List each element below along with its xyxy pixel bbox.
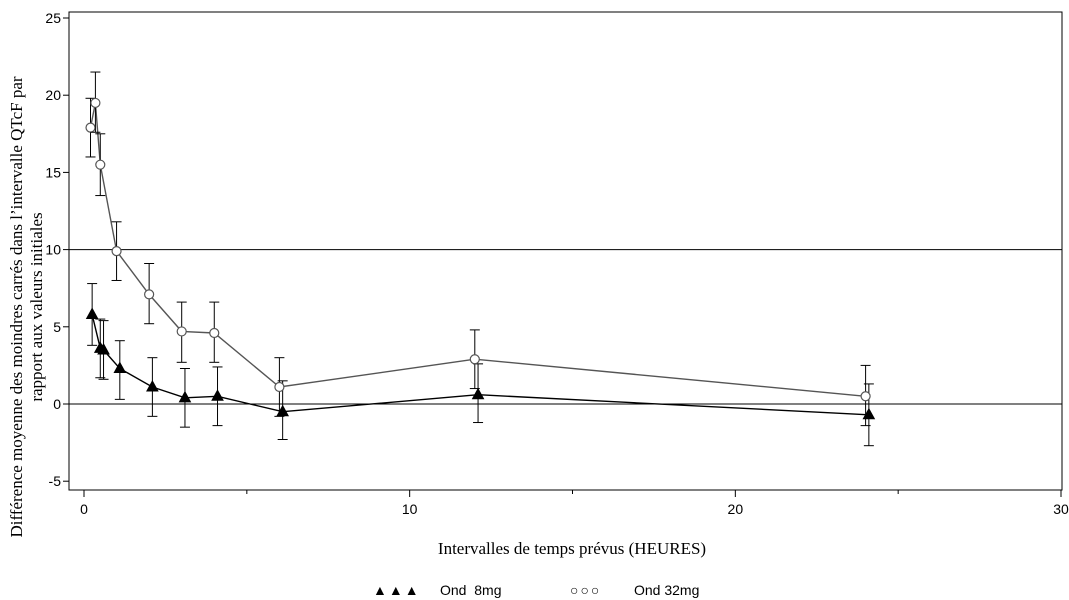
x-tick-label: 20 — [728, 501, 744, 517]
data-point — [90, 97, 101, 109]
x-tick-label: 30 — [1053, 501, 1069, 517]
data-point — [85, 122, 96, 133]
legend-label-series-2: Ond 32mg — [634, 582, 699, 598]
reference-lines — [69, 249, 1062, 405]
x-axis-label: Intervalles de temps prévus (HEURES) — [438, 539, 706, 558]
series-layer — [85, 71, 876, 447]
y-axis-label-line2: rapport aux valeurs initiales — [27, 212, 46, 401]
y-tick-label: 25 — [45, 10, 61, 26]
data-point — [469, 354, 480, 365]
data-point — [113, 361, 127, 373]
plot-frame — [68, 11, 1063, 491]
data-point — [97, 342, 110, 355]
axes: 0 10 20 30 -5 0 5 10 15 20 25 — [45, 10, 1069, 517]
data-point — [95, 159, 106, 170]
data-point — [209, 327, 220, 339]
data-point — [144, 289, 155, 300]
x-tick-label: 0 — [80, 501, 88, 517]
data-point — [146, 379, 159, 392]
data-point — [85, 307, 99, 319]
data-point — [211, 389, 224, 401]
y-axis-label-line1: Différence moyenne des moindres carrés d… — [7, 76, 26, 537]
data-point — [862, 407, 876, 420]
legend-symbols-series-2: ○○○ — [570, 582, 601, 598]
y-tick-label: 10 — [45, 242, 61, 258]
data-point — [274, 381, 285, 393]
series-1 — [85, 283, 876, 447]
data-point — [176, 326, 187, 337]
data-point — [471, 387, 485, 400]
y-tick-label: 15 — [45, 164, 61, 180]
y-tick-label: 20 — [45, 87, 61, 103]
y-tick-label: 5 — [53, 319, 61, 335]
data-point — [178, 390, 192, 403]
y-tick-label: -5 — [49, 473, 62, 489]
data-point — [111, 246, 122, 257]
legend-symbols-series-1: ▲▲▲ — [373, 582, 421, 598]
data-point — [860, 391, 871, 402]
data-point — [276, 404, 290, 417]
series-line — [91, 314, 869, 416]
series-2 — [85, 71, 871, 427]
y-tick-label: 0 — [53, 396, 61, 412]
legend: ▲▲▲ Ond 8mg ○○○ Ond 32mg — [373, 582, 699, 598]
x-tick-label: 10 — [402, 501, 418, 517]
legend-label-series-1: Ond 8mg — [440, 582, 501, 598]
